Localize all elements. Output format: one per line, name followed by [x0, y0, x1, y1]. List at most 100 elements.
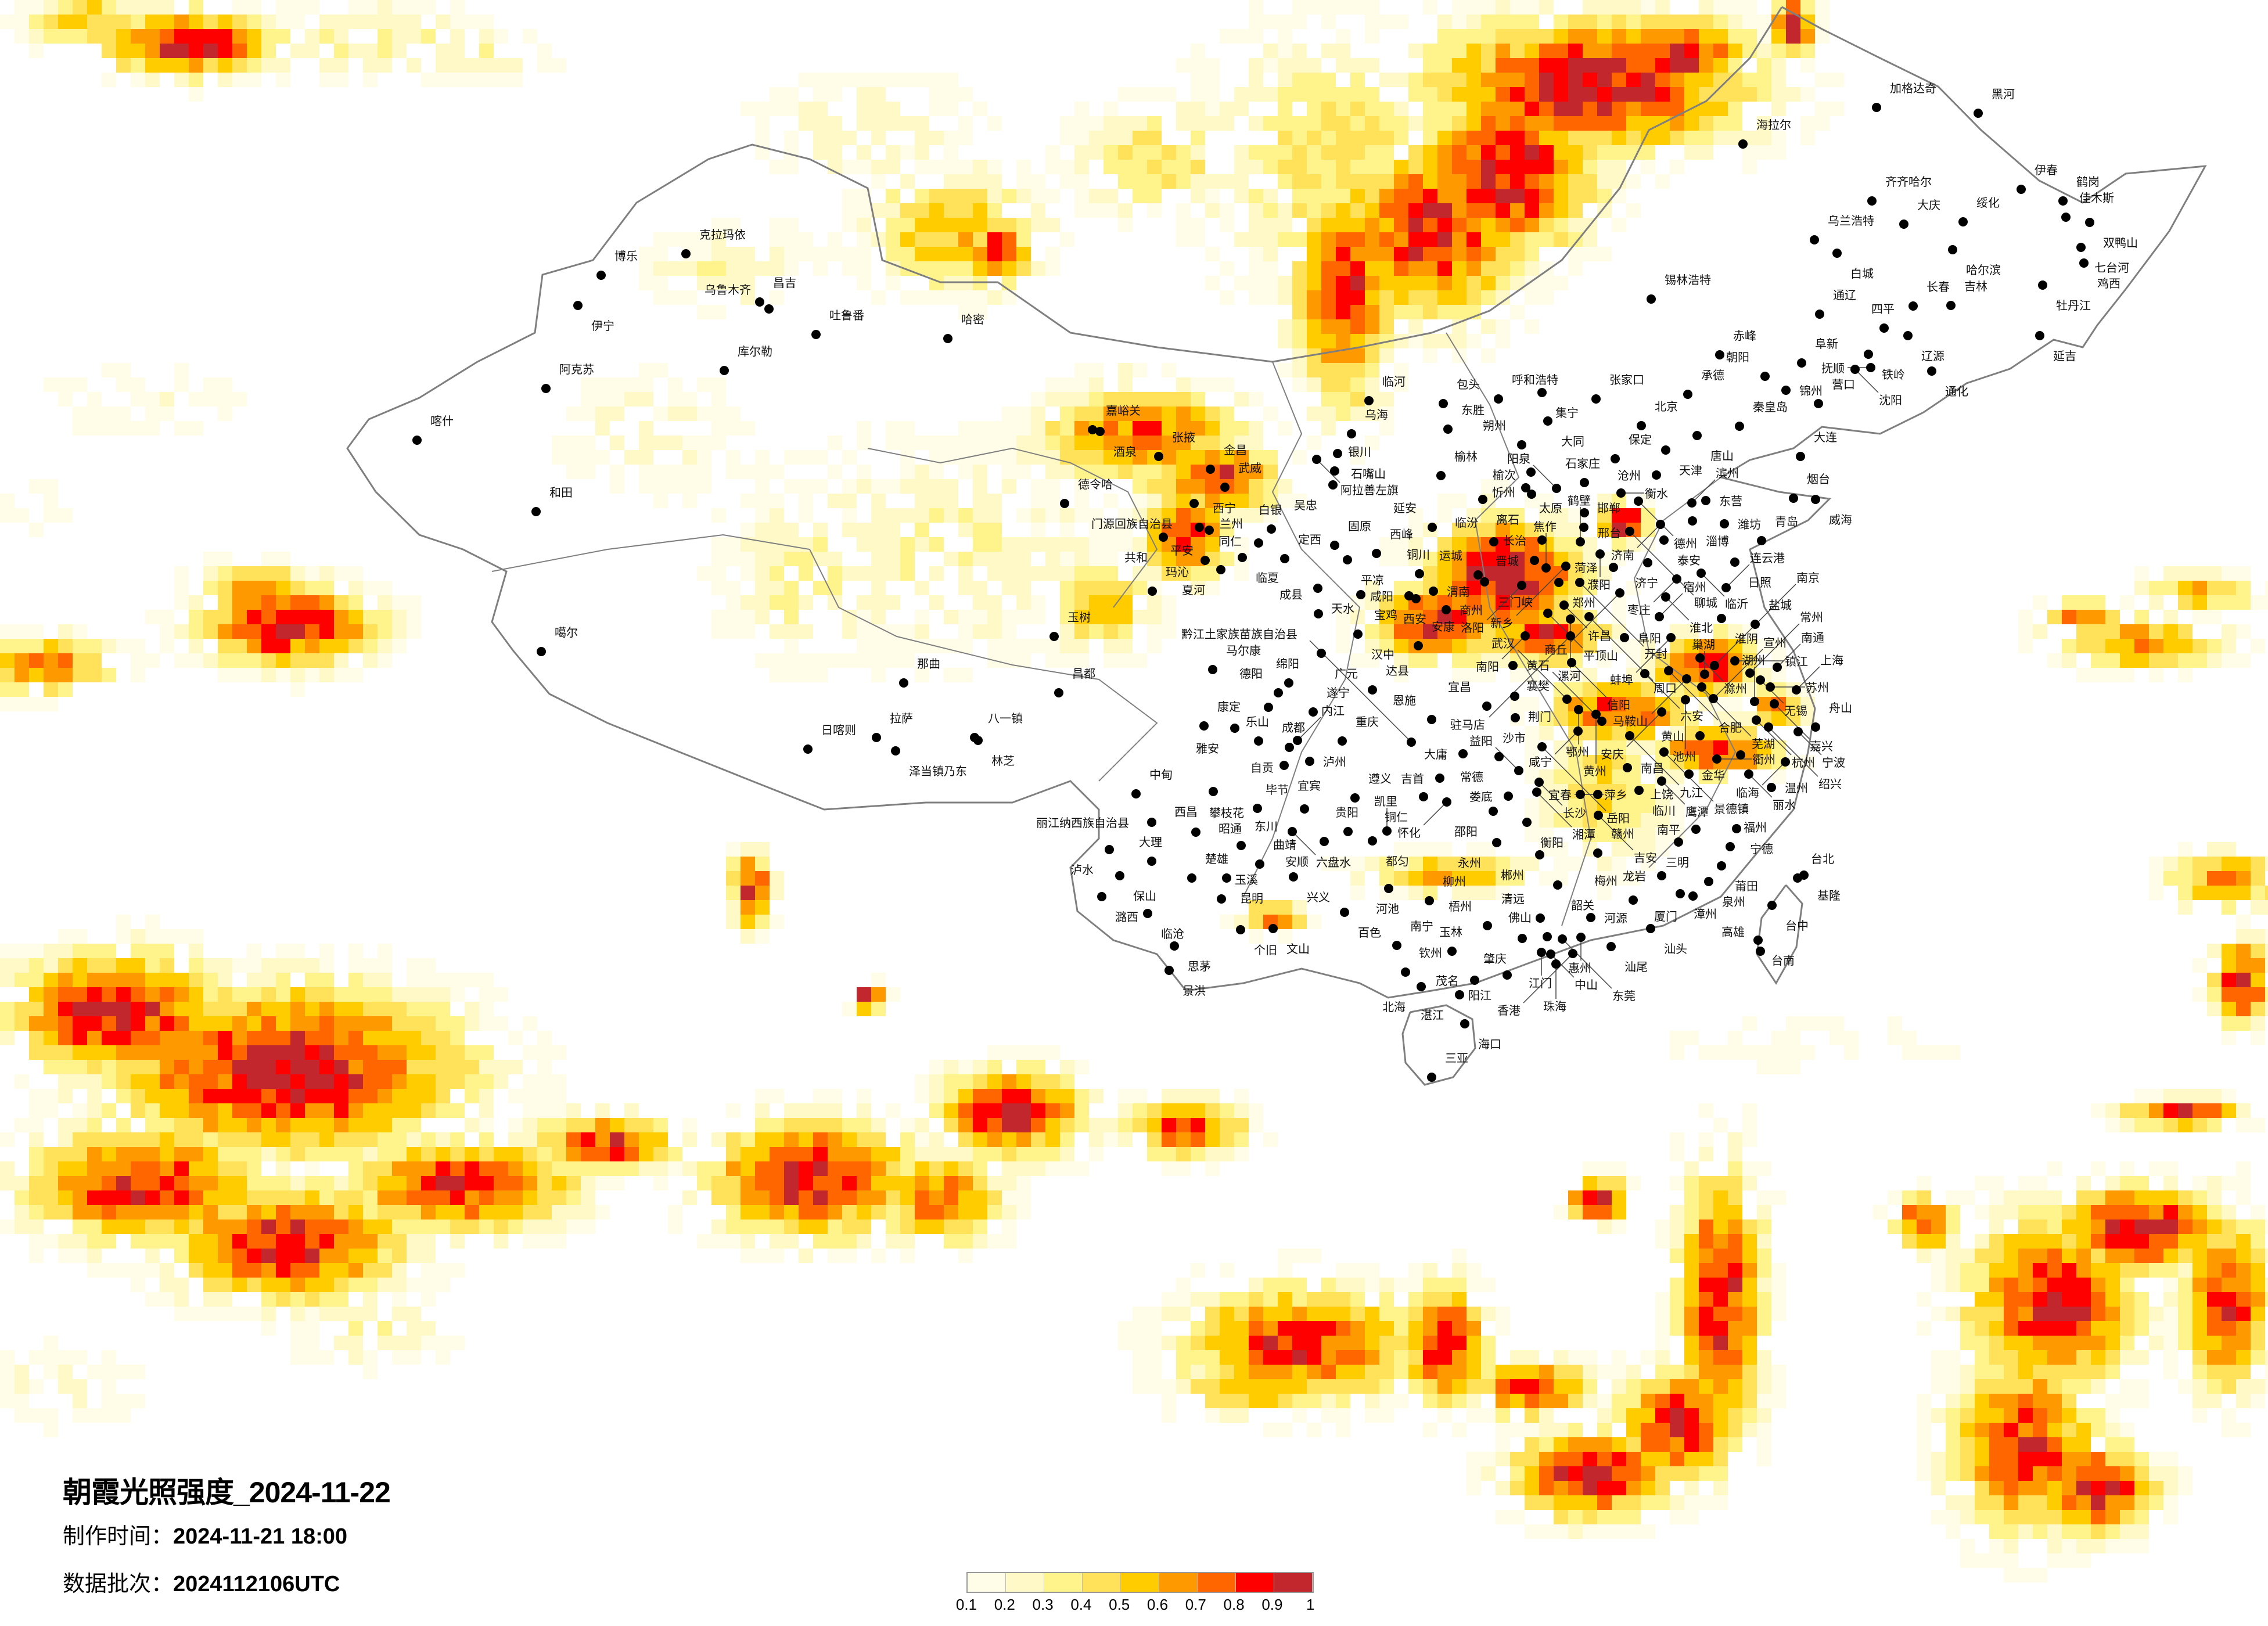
intensity-cell: [552, 1089, 566, 1103]
intensity-cell: [102, 668, 116, 682]
intensity-cell: [2018, 1263, 2033, 1278]
intensity-cell: [610, 1176, 624, 1190]
intensity-cell: [15, 15, 29, 29]
intensity-cell: [1568, 160, 1583, 174]
intensity-cell: [944, 1089, 958, 1103]
intensity-cell: [1583, 1452, 1597, 1466]
intensity-cell: [1525, 160, 1539, 174]
intensity-cell: [407, 1278, 421, 1292]
intensity-cell: [1655, 0, 1670, 15]
intensity-cell: [1176, 494, 1191, 508]
intensity-cell: [1496, 261, 1510, 276]
intensity-cell: [886, 479, 900, 494]
intensity-cell: [1365, 1321, 1379, 1336]
intensity-cell: [58, 639, 73, 653]
intensity-cell: [1292, 377, 1307, 392]
intensity-cell: [842, 450, 857, 465]
intensity-cell: [857, 1132, 871, 1147]
intensity-cell: [2207, 610, 2222, 624]
intensity-cell: [1307, 1336, 1321, 1350]
intensity-cell: [1728, 1234, 1742, 1249]
intensity-cell: [857, 73, 871, 87]
intensity-cell: [1176, 508, 1191, 523]
intensity-cell: [552, 1190, 566, 1205]
intensity-cell: [407, 1249, 421, 1263]
intensity-cell: [58, 1045, 73, 1060]
intensity-cell: [1771, 1365, 1786, 1379]
intensity-cell: [1336, 232, 1350, 247]
intensity-cell: [726, 450, 741, 465]
intensity-cell: [1525, 174, 1539, 189]
intensity-cell: [363, 1190, 378, 1205]
intensity-cell: [189, 1045, 203, 1060]
intensity-cell: [828, 1234, 842, 1249]
intensity-cell: [1002, 450, 1016, 465]
intensity-cell: [987, 1089, 1002, 1103]
intensity-cell: [1684, 1379, 1699, 1394]
intensity-cell: [1757, 1220, 1771, 1234]
intensity-cell: [58, 1176, 73, 1190]
intensity-cell: [247, 1132, 261, 1147]
intensity-cell: [799, 508, 813, 523]
intensity-cell: [1612, 857, 1626, 871]
intensity-cell: [2018, 1452, 2033, 1466]
intensity-cell: [1205, 1350, 1220, 1365]
intensity-cell: [1554, 1452, 1568, 1466]
intensity-cell: [1597, 871, 1612, 886]
intensity-cell: [842, 523, 857, 537]
intensity-cell: [44, 1089, 58, 1103]
intensity-cell: [15, 29, 29, 44]
intensity-cell: [319, 1002, 334, 1016]
intensity-cell: [1089, 116, 1104, 131]
intensity-cell: [1423, 305, 1437, 319]
intensity-cell: [944, 1161, 958, 1176]
intensity-cell: [29, 1045, 44, 1060]
intensity-cell: [1147, 595, 1162, 610]
intensity-cell: [2120, 1220, 2134, 1234]
intensity-cell: [465, 1074, 479, 1089]
intensity-cell: [1510, 1423, 1525, 1437]
intensity-cell: [1162, 1103, 1176, 1118]
intensity-cell: [232, 639, 247, 653]
intensity-cell: [741, 595, 755, 610]
intensity-cell: [726, 247, 741, 261]
intensity-cell: [1452, 610, 1467, 624]
intensity-cell: [131, 1365, 145, 1379]
intensity-cell: [1539, 784, 1554, 798]
intensity-cell: [1597, 1161, 1612, 1176]
intensity-cell: [1045, 566, 1060, 581]
intensity-cell: [1597, 15, 1612, 29]
intensity-cell: [1162, 392, 1176, 406]
intensity-cell: [682, 436, 697, 450]
intensity-cell: [1249, 203, 1263, 218]
intensity-cell: [2251, 944, 2265, 958]
intensity-cell: [1641, 102, 1655, 116]
intensity-cell: [886, 421, 900, 436]
intensity-cell: [218, 1190, 232, 1205]
intensity-cell: [1975, 1423, 1989, 1437]
intensity-cell: [2091, 1539, 2105, 1553]
intensity-cell: [653, 494, 668, 508]
intensity-cell: [813, 1220, 828, 1234]
intensity-cell: [1728, 15, 1742, 29]
intensity-cell: [915, 581, 929, 595]
intensity-cell: [784, 1147, 799, 1161]
intensity-cell: [1176, 218, 1191, 232]
intensity-cell: [1045, 508, 1060, 523]
intensity-cell: [44, 1408, 58, 1423]
intensity-cell: [523, 1176, 537, 1190]
intensity-cell: [1379, 160, 1394, 174]
intensity-cell: [755, 494, 770, 508]
intensity-cell: [334, 566, 348, 581]
intensity-cell: [1205, 1408, 1220, 1423]
intensity-cell: [1002, 247, 1016, 261]
intensity-cell: [203, 624, 218, 639]
intensity-cell: [1176, 116, 1191, 131]
intensity-cell: [1074, 1118, 1089, 1132]
intensity-cell: [973, 1234, 987, 1249]
intensity-cell: [392, 1190, 407, 1205]
intensity-cell: [900, 639, 915, 653]
intensity-cell: [174, 363, 189, 377]
intensity-cell: [348, 1147, 363, 1161]
intensity-cell: [1989, 1553, 2004, 1568]
